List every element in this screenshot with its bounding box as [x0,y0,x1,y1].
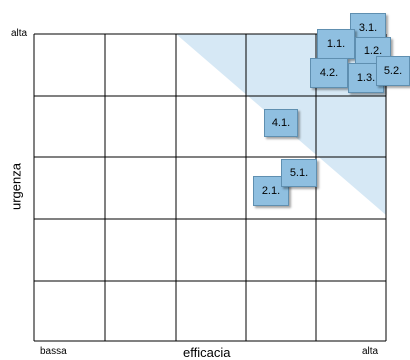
y-axis-high-label: alta [11,28,28,39]
y-axis-title: urgenza [8,163,24,210]
x-axis-high-label: alta [362,346,379,357]
note-5-1[interactable]: 5.1. [281,159,317,187]
note-5-2[interactable]: 5.2. [376,56,410,86]
note-4-1[interactable]: 4.1. [264,109,298,137]
x-axis-title: efficacia [183,345,231,360]
note-1-1[interactable]: 1.1. [317,29,355,59]
note-4-2[interactable]: 4.2. [310,58,348,88]
x-axis-low-label: bassa [40,346,67,357]
